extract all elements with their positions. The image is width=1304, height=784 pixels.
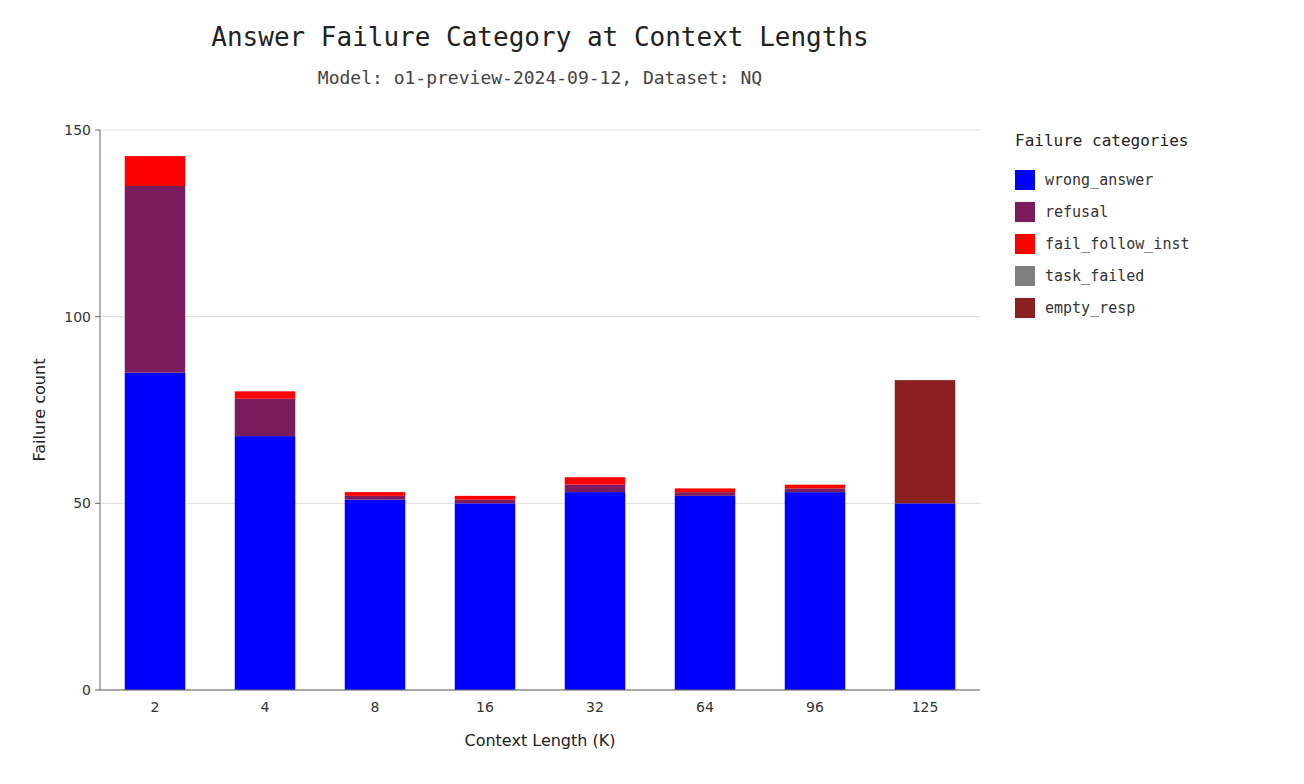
y-tick [95,690,100,691]
x-tick-label: 64 [696,699,714,715]
x-tick-label: 96 [806,699,824,715]
x-axis-label: Context Length (K) [464,731,615,750]
y-tick-label: 150 [64,122,91,138]
bar-segment [235,436,296,690]
legend-entry: task_failed [1045,267,1144,285]
bars [125,156,956,690]
bar-segment [565,492,626,690]
legend-swatch [1015,202,1035,222]
bar-segment [235,391,296,398]
bar-segment [895,380,956,503]
bar-segment [455,500,516,504]
y-tick-label: 50 [73,495,91,511]
bar-segment [675,488,736,489]
legend-title: Failure categories [1015,131,1188,150]
legend-swatch [1015,170,1035,190]
bar-segment [345,492,406,493]
series [125,373,956,690]
bar-segment [235,391,296,392]
bar-segment [125,156,186,157]
legend-swatch [1015,234,1035,254]
series [125,186,846,503]
x-tick-label: 32 [586,699,604,715]
y-tick [95,503,100,504]
x-tick-label: 2 [151,699,160,715]
y-tick [95,316,100,317]
bar-segment [125,186,186,373]
legend-entry: empty_resp [1045,299,1135,317]
legend: Failure categories wrong_answerrefusal fai… [1015,131,1190,318]
legend-entry: wrong_answer [1045,171,1153,189]
x-tick-label: 16 [476,699,494,715]
bar-segment [785,488,846,492]
series [895,380,956,503]
bar-segment [565,477,626,478]
bar-segment [785,492,846,690]
y-axis-label: Failure count [30,359,49,462]
grid-line [100,316,980,317]
bar-segment [565,477,626,484]
bar-segment [345,492,406,496]
bar-segment [455,496,516,500]
bar-segment [455,495,516,496]
series [125,156,846,499]
x-tick-label: 125 [912,699,939,715]
bar-segment [125,156,186,186]
bar-segment [675,488,736,489]
bar-segment [675,496,736,690]
bar-segment [675,492,736,496]
grid-line [100,130,980,131]
bar-segment [785,484,846,485]
bar-segment [565,485,626,492]
y-tick-label: 0 [82,682,91,698]
bar-segment [345,496,406,500]
grid-line [100,690,980,691]
x-tick-label: 4 [261,699,270,715]
bar-segment [235,391,296,392]
grid [100,130,980,690]
legend-entry: refusal [1045,203,1108,221]
bar-segment [785,484,846,485]
x-axis-line [100,690,980,691]
legend-swatch [1015,298,1035,318]
bar-segment [125,156,186,157]
bar-segment [125,373,186,690]
legend-swatch [1015,266,1035,286]
bar-segment [675,488,736,492]
bar-segment [345,492,406,493]
y-tick [95,130,100,131]
subtitle: Model: o1-preview-2024-09-12, Dataset: N… [318,67,762,88]
chart: Answer Failure Category at Context Lengt… [0,0,1304,784]
bar-segment [895,503,956,690]
bar-segment [345,500,406,690]
grid-line [100,503,980,504]
y-axis-line [100,130,101,690]
bar-segment [235,399,296,436]
bar-segment [565,477,626,478]
legend-entry: fail_follow_inst [1045,235,1190,253]
x-tick-label: 8 [371,699,380,715]
bar-segment [455,503,516,690]
bar-segment [785,485,846,489]
y-tick-label: 100 [64,309,91,325]
bar-segment [455,495,516,496]
title: Answer Failure Category at Context Lengt… [211,22,868,52]
